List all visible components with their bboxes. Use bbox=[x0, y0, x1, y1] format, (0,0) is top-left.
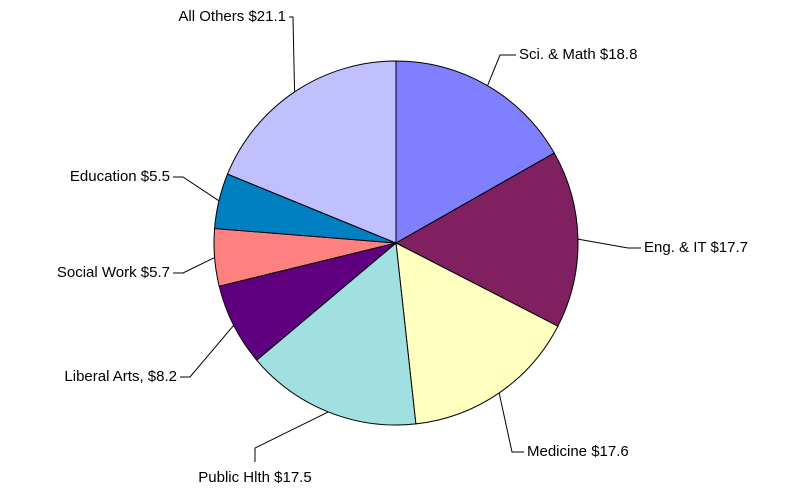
category-label: Medicine bbox=[527, 443, 587, 460]
leader-line bbox=[498, 392, 524, 453]
slice-label: Social Work $5.7 bbox=[57, 264, 170, 281]
value-label: $17.5 bbox=[274, 469, 312, 486]
category-label: Eng. & IT bbox=[644, 239, 706, 256]
category-label: Liberal Arts, bbox=[64, 368, 143, 385]
slice-label: Eng. & IT $17.7 bbox=[644, 239, 748, 256]
leader-line bbox=[180, 325, 235, 378]
leader-line bbox=[173, 176, 220, 202]
slice-label: Medicine $17.6 bbox=[527, 443, 629, 460]
category-label: Public Hlth bbox=[198, 469, 270, 486]
value-label: $8.2 bbox=[148, 368, 177, 385]
slice-label: Liberal Arts, $8.2 bbox=[64, 368, 177, 385]
value-label: $18.8 bbox=[600, 46, 638, 63]
category-label: All Others bbox=[178, 8, 244, 25]
category-label: Education bbox=[70, 168, 137, 185]
pie-slice bbox=[394, 152, 579, 327]
leader-line bbox=[487, 54, 516, 86]
leader-line bbox=[254, 411, 329, 462]
value-label: $21.1 bbox=[248, 8, 286, 25]
slice-label: Education $5.5 bbox=[70, 168, 170, 185]
leader-line bbox=[289, 16, 296, 92]
category-label: Sci. & Math bbox=[519, 46, 596, 63]
pie-slice bbox=[395, 60, 555, 244]
leader-line bbox=[173, 257, 215, 274]
slice-label: All Others $21.1 bbox=[178, 8, 286, 25]
slice-label: Public Hlth $17.5 bbox=[198, 469, 311, 486]
leader-line bbox=[577, 238, 641, 249]
value-label: $5.7 bbox=[141, 264, 170, 281]
value-label: $17.6 bbox=[591, 443, 629, 460]
value-label: $5.5 bbox=[141, 168, 170, 185]
slice-label: Sci. & Math $18.8 bbox=[519, 46, 637, 63]
pie-slice bbox=[395, 242, 559, 425]
category-label: Social Work bbox=[57, 264, 137, 281]
value-label: $17.7 bbox=[710, 239, 748, 256]
